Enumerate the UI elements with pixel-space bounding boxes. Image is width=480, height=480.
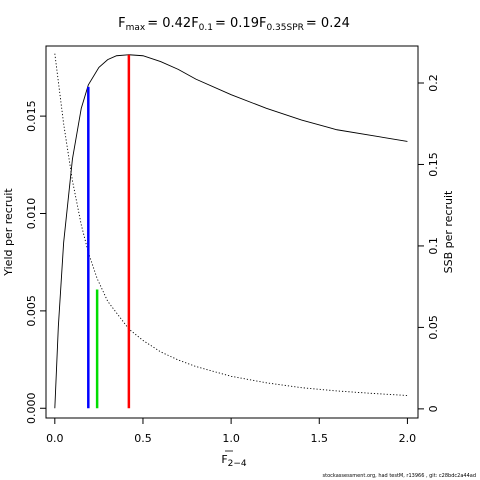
x-tick-label: 2.0 (399, 432, 417, 445)
y-right-tick-label: 0.1 (427, 237, 440, 255)
y-left-tick-label: 0.015 (25, 100, 38, 131)
x-axis-title-subscript: 2−4 (228, 459, 247, 469)
reference-lines-layer (87, 54, 131, 409)
curves-layer (54, 53, 408, 409)
x-tick-label: 1.0 (222, 432, 240, 445)
y-right-tick-label: 0.15 (427, 152, 440, 177)
title-part-2-symbol: F (259, 16, 266, 31)
y-left-tick-label: 0.000 (25, 393, 38, 425)
title-part-2-subscript: 0.35SPR (266, 23, 303, 33)
title-part-1-value: = 0.19 (215, 16, 259, 31)
x-axis-title: F2−4 (221, 453, 247, 469)
title-part-0-subscript: max (126, 23, 146, 33)
title-part-0-symbol: F (118, 16, 125, 31)
y-left-tick-label: 0.010 (25, 198, 38, 230)
footer-credit: stockassessment.org, had testM, r13966 ,… (323, 473, 476, 479)
yield-per-recruit-line (54, 54, 408, 409)
y-right-tick-label: 0 (427, 405, 440, 412)
y-left-tick-label: 0.005 (25, 295, 38, 327)
chart-title: Fmax = 0.42F0.1 = 0.19F0.35SPR = 0.24 (118, 16, 350, 33)
title-part-0-value: = 0.42 (147, 16, 191, 31)
y-right-tick-label: 0.2 (427, 74, 440, 92)
plot-frame (45, 45, 419, 419)
y-axis-left: 0.000 0.005 0.010 0.015 (25, 100, 46, 424)
x-axis-title-symbol: F (221, 453, 227, 466)
y-axis-left-title: Yield per recruit (2, 188, 15, 277)
title-part-2-value: = 0.24 (306, 16, 350, 31)
y-axis-right: 0 0.05 0.1 0.15 0.2 (418, 74, 440, 412)
x-axis: 0.0 0.5 1.0 1.5 2.0 (46, 417, 417, 445)
y-axis-right-title: SSB per recruit (442, 190, 455, 273)
x-tick-label: 1.5 (311, 432, 329, 445)
title-part-1-symbol: F (191, 16, 198, 31)
title-part-1-subscript: 0.1 (199, 23, 213, 33)
x-tick-label: 0.0 (46, 432, 64, 445)
ssb-per-recruit-line (54, 53, 408, 396)
x-tick-label: 0.5 (134, 432, 152, 445)
y-right-tick-label: 0.05 (427, 315, 440, 340)
